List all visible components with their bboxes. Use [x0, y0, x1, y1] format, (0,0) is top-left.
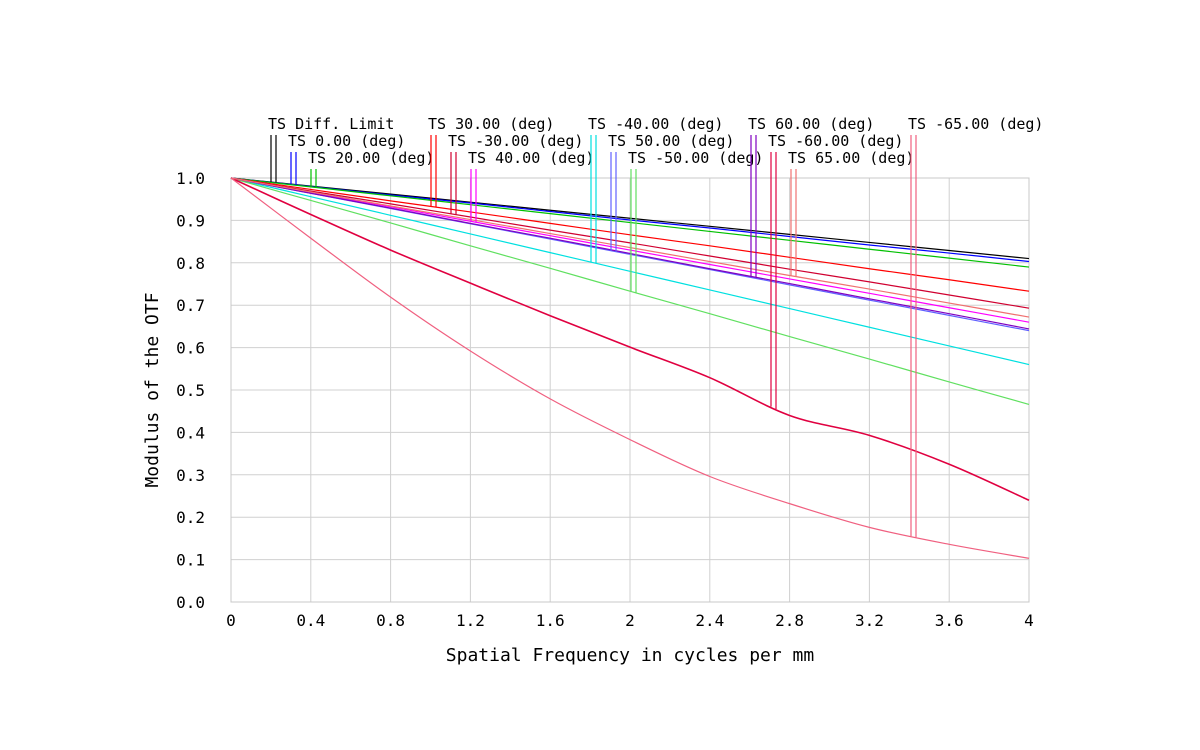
legend-label: TS 30.00 (deg): [428, 115, 554, 133]
y-axis-label: Modulus of the OTF: [142, 292, 163, 487]
series-line: [230, 177, 1030, 263]
y-tick-label: 0.3: [176, 466, 205, 485]
x-tick-label: 2: [625, 611, 635, 630]
y-axis-ticks: 0.0 0.1 0.2 0.3 0.4 0.5 0.6 0.7 0.8 0.9 1.0: [176, 169, 205, 612]
legend-label: TS -30.00 (deg): [448, 132, 583, 150]
series-line: [230, 177, 1030, 309]
legend-label: TS -50.00 (deg): [628, 149, 763, 167]
y-tick-label: 0.1: [176, 551, 205, 570]
legend-label: TS Diff. Limit: [268, 115, 394, 133]
x-axis-ticks: 0 0.4 0.8 1.2 1.6 2 2.4 2.8 3.2 3.6 4: [226, 611, 1034, 630]
grid: [230, 177, 1030, 603]
legend-label: TS -40.00 (deg): [588, 115, 723, 133]
x-tick-label: 2.8: [775, 611, 804, 630]
x-axis-label: Spatial Frequency in cycles per mm: [446, 645, 814, 666]
series-line: [230, 177, 1030, 268]
y-tick-label: 0.2: [176, 508, 205, 527]
y-tick-label: 0.9: [176, 211, 205, 230]
x-tick-label: 2.4: [695, 611, 724, 630]
series-line: [230, 177, 1030, 405]
x-tick-label: 1.6: [536, 611, 565, 630]
x-tick-label: 0.4: [296, 611, 325, 630]
legend-label: TS 50.00 (deg): [608, 132, 734, 150]
legend-label: TS -60.00 (deg): [768, 132, 903, 150]
legend-label: TS 0.00 (deg): [288, 132, 405, 150]
legend-label: TS 60.00 (deg): [748, 115, 874, 133]
series-line: [230, 177, 1030, 366]
y-tick-label: 0.7: [176, 296, 205, 315]
series-line: [230, 177, 1030, 559]
series-line: [230, 177, 1030, 330]
x-tick-label: 0: [226, 611, 236, 630]
x-tick-label: 4: [1024, 611, 1034, 630]
legend-label: TS 40.00 (deg): [468, 149, 594, 167]
x-tick-label: 1.2: [456, 611, 485, 630]
y-tick-label: 0.8: [176, 254, 205, 273]
series-line: [230, 177, 1030, 323]
plot-frame: [230, 177, 1030, 603]
y-tick-label: 0.6: [176, 339, 205, 358]
x-tick-label: 3.6: [935, 611, 964, 630]
series-line: [230, 177, 1030, 292]
x-tick-label: 0.8: [376, 611, 405, 630]
legend-label: TS 65.00 (deg): [788, 149, 914, 167]
y-tick-label: 0.0: [176, 593, 205, 612]
series-layer: [230, 177, 1030, 559]
legend-label: TS 20.00 (deg): [308, 149, 434, 167]
y-tick-label: 1.0: [176, 169, 205, 188]
series-line: [230, 177, 1030, 318]
series-line: [230, 177, 1030, 260]
legend-label: TS -65.00 (deg): [908, 115, 1043, 133]
x-tick-label: 3.2: [855, 611, 884, 630]
series-line: [230, 177, 1030, 501]
y-tick-label: 0.4: [176, 423, 205, 442]
y-tick-label: 0.5: [176, 381, 205, 400]
